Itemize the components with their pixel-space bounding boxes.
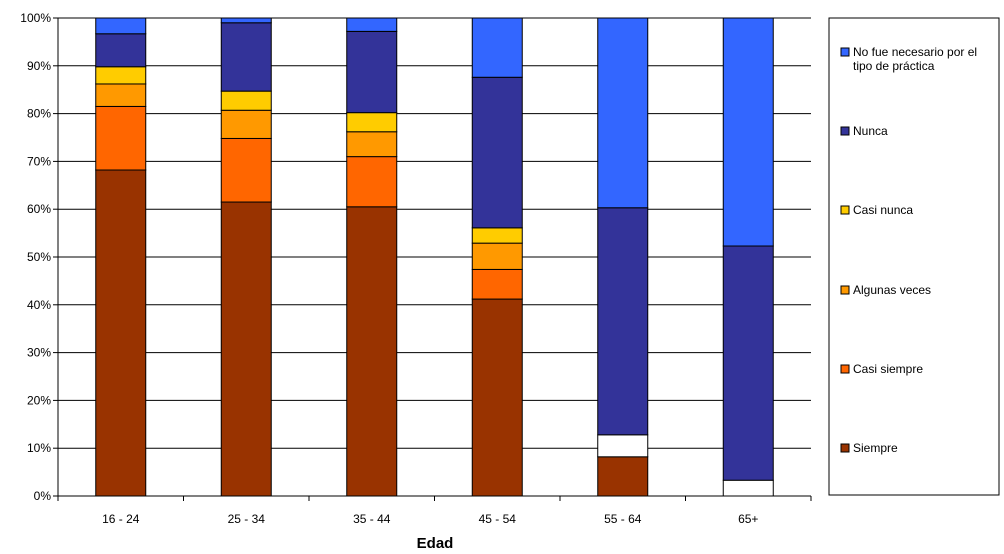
legend-swatch (840, 47, 850, 57)
legend-item: Casi nunca (840, 203, 913, 217)
bar-segment (95, 66, 147, 85)
legend-swatch (840, 205, 850, 215)
bar-segment (597, 434, 649, 458)
x-tick-label: 25 - 34 (228, 512, 266, 526)
bar-segment (220, 22, 272, 92)
bar-segment (471, 17, 523, 78)
bar-segment (95, 169, 147, 497)
x-tick-label: 35 - 44 (353, 512, 391, 526)
bar-segment (722, 17, 774, 247)
x-tick-label: 65+ (738, 512, 758, 526)
bar-stack (471, 17, 523, 497)
bar-segment (95, 33, 147, 68)
legend-swatch (840, 285, 850, 295)
axes (57, 18, 811, 497)
legend-label: tipo de práctica (853, 59, 935, 73)
bar-segment (95, 17, 147, 35)
legend-label: Nunca (853, 124, 888, 138)
y-tick-label: 90% (27, 59, 51, 73)
bars (95, 17, 774, 497)
bar-segment (597, 456, 649, 497)
legend-item: Nunca (840, 124, 888, 138)
bar-stack (722, 17, 774, 497)
y-axis-ticks: 0% 10% 20% 30% 40% 50% 60% 70% 80% 90% 100% (20, 11, 58, 503)
y-tick-label: 50% (27, 250, 51, 264)
legend-box (828, 17, 1000, 496)
y-tick-label: 100% (20, 11, 51, 25)
y-tick-label: 10% (27, 441, 51, 455)
bar-segment (220, 137, 272, 203)
legend-item: Siempre (840, 441, 898, 455)
y-tick-label: 60% (27, 202, 51, 216)
legend-swatch (840, 364, 850, 374)
bar-segment (471, 268, 523, 300)
legend-label: Siempre (853, 441, 898, 455)
bar-segment (346, 17, 398, 32)
legend-label: Algunas veces (853, 283, 931, 297)
bar-segment (220, 201, 272, 497)
y-tick-label: 0% (34, 489, 52, 503)
y-tick-label: 70% (27, 154, 51, 168)
bar-segment (95, 105, 147, 171)
x-axis-ticks: 16 - 24 25 - 34 35 - 44 45 - 54 55 - 64 65+ (57, 496, 812, 526)
bar-stack (346, 17, 398, 497)
bar-segment (220, 109, 272, 139)
bar-segment (346, 30, 398, 114)
x-tick-label: 45 - 54 (479, 512, 517, 526)
bar-segment (597, 207, 649, 436)
bar-stack (597, 17, 649, 497)
gridlines (58, 17, 811, 497)
bar-segment (220, 90, 272, 111)
bar-segment (346, 112, 398, 133)
y-tick-label: 20% (27, 393, 51, 407)
legend-label: Casi siempre (853, 362, 923, 376)
bar-segment (95, 83, 147, 107)
x-tick-label: 16 - 24 (102, 512, 140, 526)
bar-segment (597, 17, 649, 209)
bar-segment (220, 17, 272, 24)
legend-item: Casi siempre (840, 362, 923, 376)
bar-segment (722, 479, 774, 497)
bar-segment (722, 245, 774, 481)
bar-segment (471, 227, 523, 244)
bar-segment (346, 131, 398, 158)
bar-segment (471, 76, 523, 229)
x-tick-label: 55 - 64 (604, 512, 642, 526)
y-tick-label: 30% (27, 346, 51, 360)
bar-segment (471, 298, 523, 497)
bar-segment (471, 242, 523, 270)
y-tick-label: 80% (27, 107, 51, 121)
bar-segment (346, 156, 398, 208)
bar-stack (220, 17, 272, 497)
bar-stack (95, 17, 147, 497)
y-tick-label: 40% (27, 298, 51, 312)
legend-label: Casi nunca (853, 203, 913, 217)
legend-swatch (840, 443, 850, 453)
legend-swatch (840, 126, 850, 136)
x-axis-label: Edad (417, 535, 454, 552)
bar-segment (346, 206, 398, 497)
legend-item: Algunas veces (840, 283, 931, 297)
legend-label: No fue necesario por el (853, 45, 977, 59)
